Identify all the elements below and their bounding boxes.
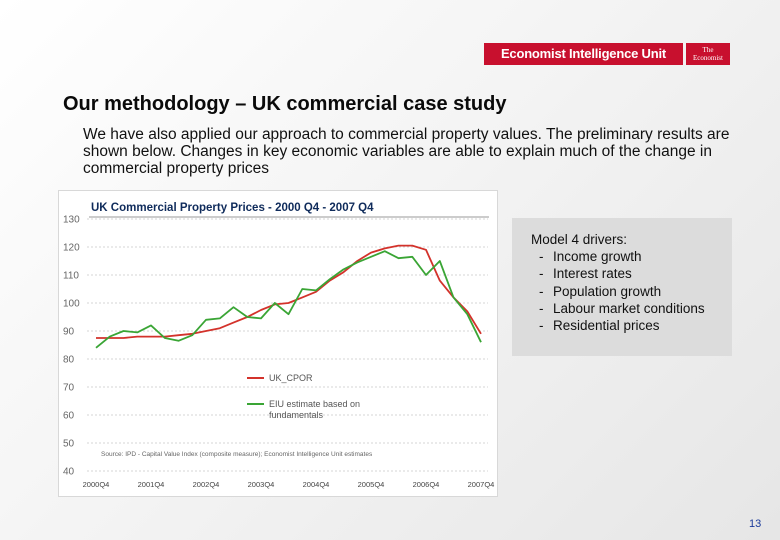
slide-title: Our methodology – UK commercial case stu… (63, 93, 507, 115)
chart-source: Source: IPD - Capital Value Index (compo… (101, 451, 373, 458)
chart-container: UK Commercial Property Prices - 2000 Q4 … (58, 190, 498, 497)
x-tick-label: 2003Q4 (248, 480, 275, 489)
legend-eiu-line1: EIU estimate based on (269, 399, 360, 409)
y-tick-label: 50 (63, 439, 75, 450)
driver-item: Population growth (535, 283, 725, 301)
x-tick-label: 2005Q4 (358, 480, 385, 489)
price-chart: UK Commercial Property Prices - 2000 Q4 … (63, 202, 494, 490)
y-tick-label: 90 (63, 327, 75, 338)
model-drivers-box: Model 4 drivers: Income growth Interest … (512, 218, 732, 356)
driver-item: Labour market conditions (535, 300, 725, 318)
intro-text: We have also applied our approach to com… (83, 126, 730, 177)
y-tick-label: 60 (63, 411, 75, 422)
legend-eiu-line2: fundamentals (269, 410, 324, 420)
legend: UK_CPOR EIU estimate based on fundamenta… (247, 373, 363, 420)
y-tick-label: 110 (63, 271, 79, 282)
x-tick-label: 2004Q4 (303, 480, 330, 489)
economist-logo: The Economist (686, 43, 730, 65)
drivers-heading: Model 4 drivers: (531, 232, 628, 247)
tick-layer: 130 120 110 100 90 80 70 60 50 40 2000Q4 2001Q4 2002… (63, 215, 494, 490)
y-tick-label: 100 (63, 299, 80, 310)
chart-title: UK Commercial Property Prices - 2000 Q4 … (91, 202, 374, 214)
series-line-eiu-estimate (95, 250, 482, 349)
x-tick-label: 2002Q4 (193, 480, 220, 489)
legend-label-uk-cpor: UK_CPOR (269, 373, 313, 383)
x-tick-label: 2006Q4 (413, 480, 440, 489)
y-tick-label: 70 (63, 383, 75, 394)
driver-item: Residential prices (535, 317, 725, 335)
x-tick-label: 2007Q4 (468, 480, 495, 489)
grid-layer (87, 218, 488, 472)
x-tick-label: 2000Q4 (83, 480, 110, 489)
y-tick-label: 130 (63, 215, 80, 226)
x-tick-label: 2001Q4 (138, 480, 165, 489)
legend-label-eiu-estimate: EIU estimate based on fundamentals (269, 399, 363, 420)
page-number: 13 (749, 518, 762, 530)
y-tick-label: 40 (63, 467, 75, 478)
driver-item: Income growth (535, 248, 725, 266)
series-layer (95, 244, 482, 349)
y-tick-label: 80 (63, 355, 75, 366)
driver-item: Interest rates (535, 265, 725, 283)
drivers-list: Income growth Interest rates Population … (535, 248, 725, 335)
series-line-uk-cpor (96, 244, 482, 339)
economist-logo-line1: The (702, 46, 714, 54)
economist-logo-line2: Economist (693, 54, 723, 62)
eiu-logo: Economist Intelligence Unit (484, 43, 683, 65)
y-tick-label: 120 (63, 243, 80, 254)
